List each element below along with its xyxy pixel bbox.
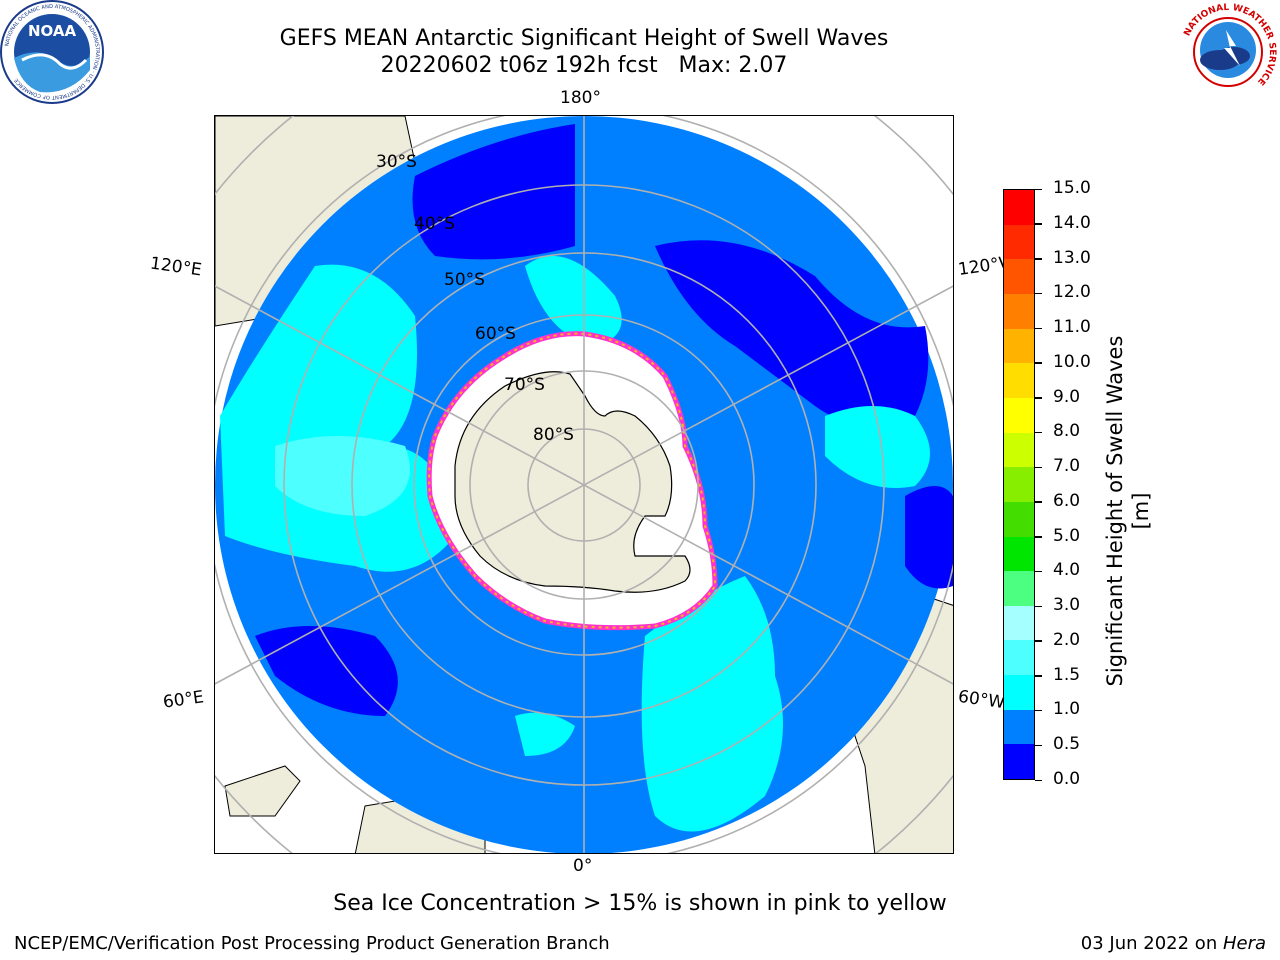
- colorbar-tick-label: 15.0: [1053, 178, 1091, 198]
- colorbar-block: [1004, 190, 1034, 225]
- colorbar-block: [1004, 432, 1034, 468]
- colorbar-tick-mark: [1035, 570, 1042, 573]
- colorbar-tick-label: 4.0: [1053, 560, 1081, 581]
- swell-zone-low-indian: [255, 626, 398, 716]
- lon-label-60e: 60°E: [161, 687, 206, 713]
- noaa-logo-text: NOAA: [28, 22, 77, 40]
- noaa-logo: NOAA NATIONAL OCEANIC AND ATMOSPHERIC AD…: [0, 0, 104, 104]
- swell-zone-cyan-ross: [525, 256, 622, 346]
- nws-logo: NATIONAL WEATHER SERVICE: [1176, 0, 1280, 104]
- lon-label-180: 180°: [560, 88, 601, 108]
- lon-label-0: 0°: [573, 856, 593, 876]
- colorbar-tick-label: 0.0: [1053, 769, 1081, 789]
- colorbar: [1003, 189, 1035, 780]
- colorbar-tick-label: 2.0: [1053, 629, 1081, 650]
- colorbar-tick-label: 8.0: [1053, 421, 1081, 442]
- colorbar-block: [1004, 640, 1034, 676]
- colorbar-block: [1004, 397, 1034, 433]
- colorbar-block: [1004, 363, 1034, 398]
- colorbar-tick-label: 5.0: [1053, 525, 1081, 546]
- sea-ice-note: Sea Ice Concentration > 15% is shown in …: [333, 891, 947, 916]
- colorbar-tick-mark: [1035, 779, 1042, 781]
- polar-map: [214, 115, 954, 854]
- colorbar-block: [1004, 605, 1034, 641]
- colorbar-tick-mark: [1035, 744, 1042, 747]
- colorbar-tick-label: 3.0: [1053, 595, 1081, 616]
- colorbar-tick-label: 6.0: [1053, 490, 1081, 511]
- colorbar-block: [1004, 675, 1034, 710]
- colorbar-block: [1004, 259, 1034, 295]
- colorbar-tick-mark: [1035, 709, 1042, 712]
- colorbar-tick-mark: [1035, 466, 1042, 469]
- colorbar-tick-mark: [1035, 292, 1042, 295]
- colorbar-tick-mark: [1035, 675, 1042, 677]
- colorbar-tick-label: 1.5: [1053, 664, 1081, 685]
- swell-zone-lightcyan: [275, 436, 410, 516]
- run-date: 03 Jun 2022 on Hera: [1080, 933, 1266, 954]
- colorbar-tick-label: 10.0: [1053, 351, 1091, 372]
- graticule: [215, 116, 953, 853]
- swell-zone-low-east: [905, 486, 953, 589]
- lon-label-120e: 120°E: [148, 253, 203, 281]
- colorbar-block: [1004, 744, 1034, 779]
- colorbar-label: Significant Height of Swell Waves [m]: [1103, 335, 1153, 687]
- colorbar-tick-mark: [1035, 188, 1042, 190]
- colorbar-block: [1004, 536, 1034, 572]
- colorbar-tick-mark: [1035, 536, 1042, 538]
- colorbar-tick-label: 7.0: [1053, 456, 1081, 477]
- colorbar-tick-mark: [1035, 431, 1042, 434]
- colorbar-tick-mark: [1035, 640, 1042, 642]
- lat-label-70s: 70°S: [504, 375, 545, 395]
- colorbar-block: [1004, 224, 1034, 260]
- swell-zone-low-nz: [412, 124, 575, 260]
- colorbar-tick-mark: [1035, 258, 1042, 260]
- colorbar-tick-label: 1.0: [1053, 699, 1081, 720]
- chart-subtitle: 20220602 t06z 192h fcst Max: 2.07: [380, 53, 788, 78]
- colorbar-tick-mark: [1035, 327, 1042, 330]
- colorbar-tick-label: 14.0: [1053, 212, 1091, 233]
- credit: NCEP/EMC/Verification Post Processing Pr…: [14, 933, 610, 954]
- lon-label-60w: 60°W: [956, 686, 1007, 714]
- chart-title: GEFS MEAN Antarctic Significant Height o…: [279, 26, 889, 51]
- colorbar-tick-label: 9.0: [1053, 386, 1081, 407]
- colorbar-block: [1004, 501, 1034, 537]
- colorbar-block: [1004, 571, 1034, 606]
- colorbar-blocks: [1004, 190, 1034, 779]
- colorbar-block: [1004, 294, 1034, 329]
- lat-label-50s: 50°S: [444, 270, 485, 290]
- colorbar-tick-label: 11.0: [1053, 317, 1091, 338]
- colorbar-tick-mark: [1035, 501, 1042, 503]
- colorbar-tick-label: 13.0: [1053, 247, 1091, 268]
- lat-label-40s: 40°S: [414, 214, 455, 234]
- swell-zone-cyan-atlantic: [641, 576, 783, 832]
- land-madagascar: [224, 765, 301, 817]
- lat-label-60s: 60°S: [475, 324, 516, 344]
- colorbar-block: [1004, 709, 1034, 745]
- swell-zone-low-pac: [655, 240, 929, 424]
- colorbar-tick-mark: [1035, 362, 1042, 364]
- swell-zone-cyan-south: [515, 712, 575, 756]
- colorbar-tick-mark: [1035, 605, 1042, 608]
- colorbar-block: [1004, 467, 1034, 502]
- map-canvas: [215, 116, 953, 853]
- lat-label-30s: 30°S: [376, 152, 417, 172]
- colorbar-tick-mark: [1035, 397, 1042, 399]
- colorbar-block: [1004, 328, 1034, 364]
- colorbar-tick-label: 0.5: [1053, 734, 1081, 755]
- colorbar-tick-mark: [1035, 223, 1042, 225]
- swell-zone-cyan-east: [825, 406, 930, 488]
- lat-label-80s: 80°S: [533, 425, 574, 445]
- machine-name: Hera: [1222, 933, 1266, 954]
- colorbar-tick-label: 12.0: [1053, 282, 1091, 303]
